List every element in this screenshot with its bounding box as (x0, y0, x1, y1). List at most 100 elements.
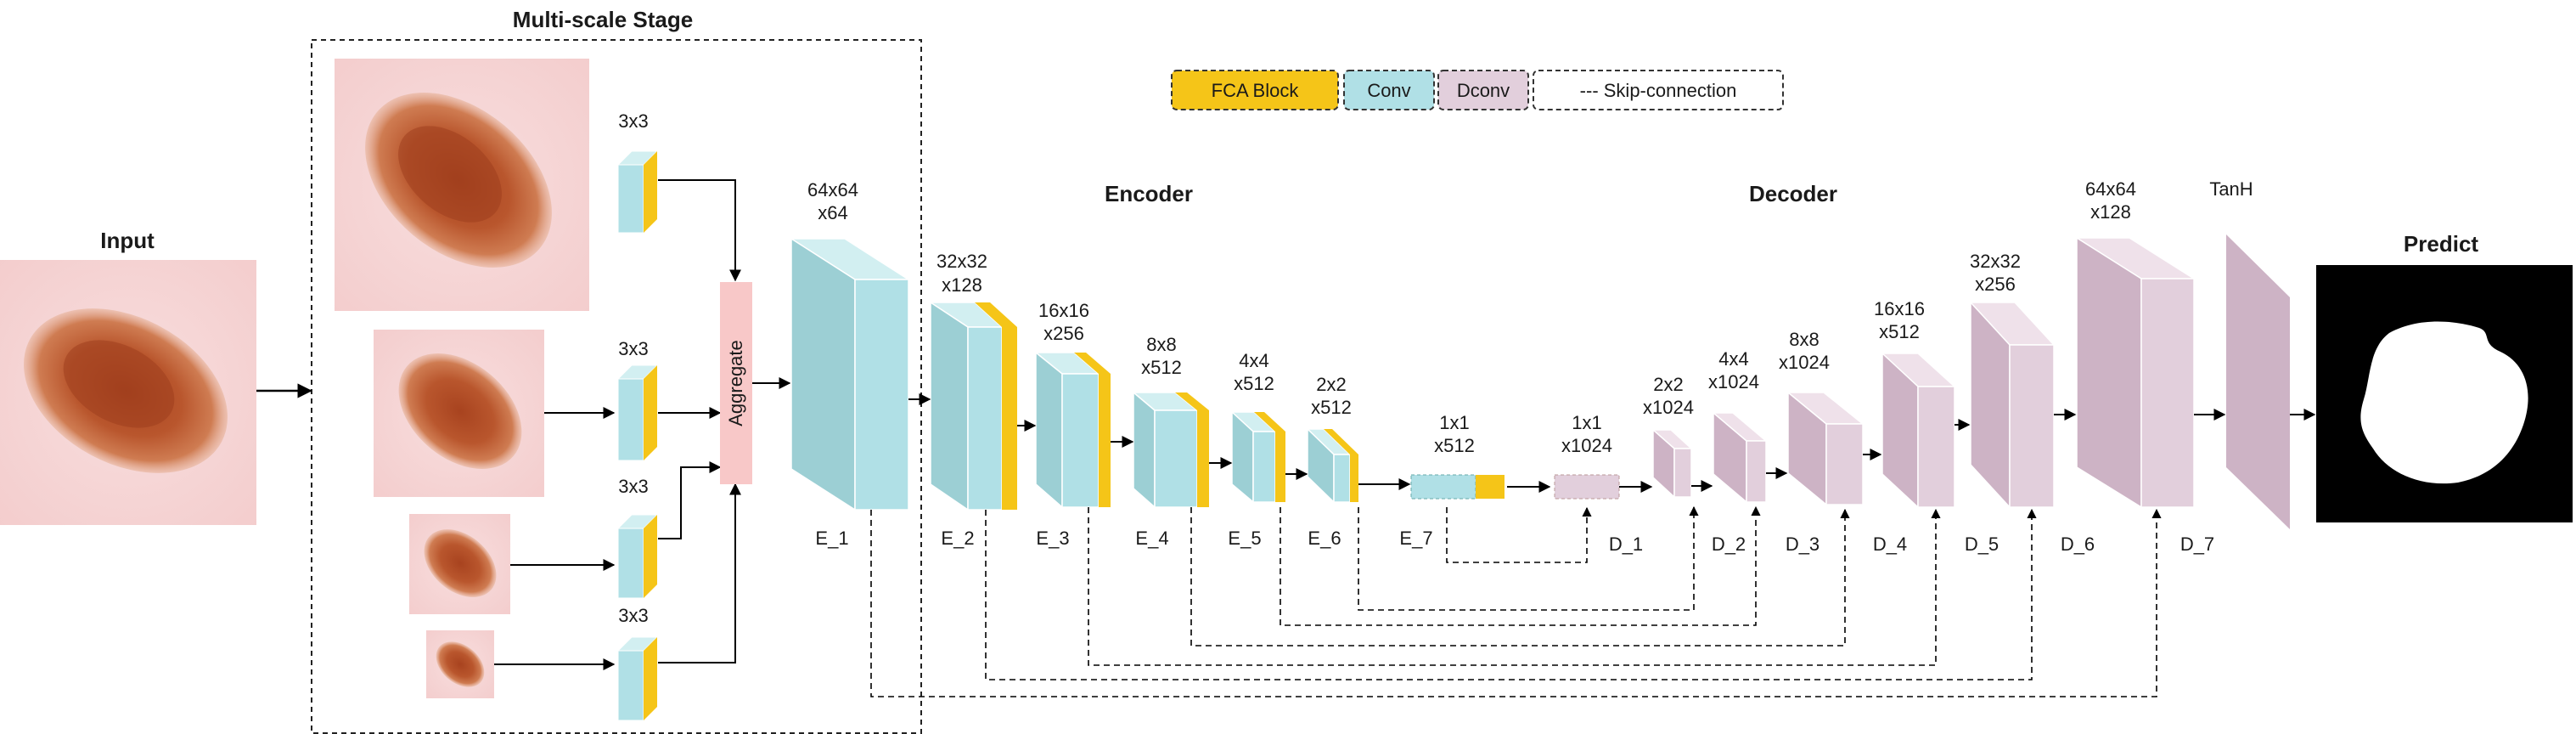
kernel-block-3 (616, 514, 659, 599)
kernel-label-3: 3x3 (618, 476, 648, 497)
skip-e7-d1 (1446, 506, 1592, 563)
input-title: Input (100, 228, 155, 253)
skip-e5-d3 (1280, 505, 1761, 626)
kernel-label-2: 3x3 (618, 338, 648, 359)
multiscale-stage-frame (311, 39, 922, 734)
d5-size-1: 16x16 (1874, 298, 1925, 319)
e7-size-2: x512 (1434, 435, 1475, 456)
encoder-block-e2 (928, 301, 1017, 511)
d7-size-2: x128 (2090, 201, 2131, 223)
legend-fca-swatch (1171, 70, 1339, 110)
predict-mask-image (2316, 265, 2573, 522)
decoder-title: Decoder (1749, 181, 1837, 206)
input-image (0, 260, 256, 525)
skip-connections (870, 505, 2162, 697)
encoder-block-e4 (1131, 391, 1209, 509)
decoder-block-d4 (1786, 391, 1865, 506)
e4-name: E_4 (1135, 528, 1168, 549)
e7-name: E_7 (1399, 528, 1432, 549)
d5-name: D_5 (1965, 534, 1999, 555)
e6-size-2: x512 (1311, 397, 1352, 418)
kernel-block-2 (616, 364, 659, 461)
decoder-block-d6 (1969, 301, 2056, 509)
e4-size-2: x512 (1141, 357, 1182, 378)
d4-size-1: 8x8 (1789, 329, 1819, 350)
d4-name: D_4 (1873, 534, 1907, 555)
kernel-label-1: 3x3 (618, 110, 648, 132)
d6-name: D_6 (2061, 534, 2095, 555)
encoder-title: Encoder (1105, 181, 1193, 206)
decoder-block-d1 (1554, 474, 1620, 500)
decoder-block-d2 (1651, 428, 1693, 499)
legend-skip-label: --- Skip-connection (1580, 80, 1737, 101)
legend-dconv-swatch (1437, 70, 1529, 110)
e2-size-2: x128 (942, 274, 982, 296)
decoder-block-d3 (1711, 411, 1769, 504)
skip-e6-d2 (1358, 505, 1699, 611)
tanh-block (2226, 234, 2290, 529)
e4-size-1: 8x8 (1146, 334, 1176, 355)
d4-size-2: x1024 (1779, 352, 1830, 373)
legend-conv-swatch (1343, 70, 1435, 110)
skip-e4-d4 (1190, 507, 1850, 646)
scale-image-4 (426, 630, 494, 698)
e1-size-2: x64 (818, 202, 847, 223)
skip-e1-d7 (870, 508, 2162, 697)
aggregate-label: Aggregate (725, 340, 746, 426)
d6-size-2: x256 (1975, 274, 2016, 295)
aggregate-block (720, 282, 752, 484)
decoder-block-d5 (1881, 352, 1956, 509)
d2-size-2: x1024 (1643, 397, 1694, 418)
e1-size-1: 64x64 (807, 179, 858, 200)
e2-size-1: 32x32 (936, 251, 987, 272)
legend: FCA Block Conv Dconv --- Skip-connection (1171, 70, 1784, 110)
kernel-to-aggregate-1 (658, 179, 741, 282)
legend-dconv-label: Dconv (1457, 80, 1510, 101)
scale-image-1 (335, 59, 589, 311)
kernel-label-4: 3x3 (618, 605, 648, 626)
d1-name: D_1 (1609, 534, 1643, 555)
decoder-block-d7 (2074, 236, 2196, 509)
scale-image-2 (374, 330, 544, 497)
encoder-block-e5 (1230, 410, 1285, 504)
encoder-block-e1 (789, 237, 911, 511)
legend-skip-swatch (1533, 70, 1784, 110)
skip-e3-d5 (1088, 507, 1941, 666)
e5-name: E_5 (1228, 528, 1261, 549)
e5-size-2: x512 (1234, 373, 1274, 394)
d5-size-2: x512 (1879, 321, 1920, 342)
d7-name: D_7 (2180, 534, 2214, 555)
d1-size-1: 1x1 (1572, 412, 1601, 433)
predict-title: Predict (2404, 231, 2478, 257)
e7-size-1: 1x1 (1439, 412, 1469, 433)
e3-size-2: x256 (1043, 323, 1084, 344)
d7-size-1: 64x64 (2085, 178, 2136, 200)
d3-size-1: 4x4 (1718, 348, 1748, 370)
e6-name: E_6 (1308, 528, 1341, 549)
legend-conv-label: Conv (1367, 80, 1410, 101)
d3-name: D_3 (1786, 534, 1820, 555)
e5-size-1: 4x4 (1239, 350, 1268, 371)
legend-fca-label: FCA Block (1212, 80, 1300, 101)
kernel-block-1 (616, 150, 659, 234)
e3-size-1: 16x16 (1038, 300, 1089, 321)
d6-size-1: 32x32 (1970, 251, 2021, 272)
encoder-block-e7 (1410, 474, 1505, 500)
kernel-block-4 (616, 636, 659, 721)
d2-name: D_2 (1712, 534, 1746, 555)
kernel-to-aggregate-4 (658, 483, 741, 663)
e1-name: E_1 (815, 528, 848, 549)
d1-size-2: x1024 (1561, 435, 1612, 456)
e6-size-1: 2x2 (1316, 374, 1346, 395)
encoder-block-e3 (1033, 351, 1111, 509)
d3-size-2: x1024 (1708, 371, 1759, 392)
tanh-label: TanH (2209, 178, 2253, 200)
kernel-to-aggregate-3 (658, 461, 722, 539)
e3-name: E_3 (1036, 528, 1069, 549)
multiscale-stage-title: Multi-scale Stage (513, 7, 693, 32)
skip-e2-d6 (985, 508, 2037, 680)
d2-size-1: 2x2 (1653, 374, 1683, 395)
encoder-block-e6 (1306, 427, 1358, 504)
scale-image-3 (409, 514, 510, 614)
